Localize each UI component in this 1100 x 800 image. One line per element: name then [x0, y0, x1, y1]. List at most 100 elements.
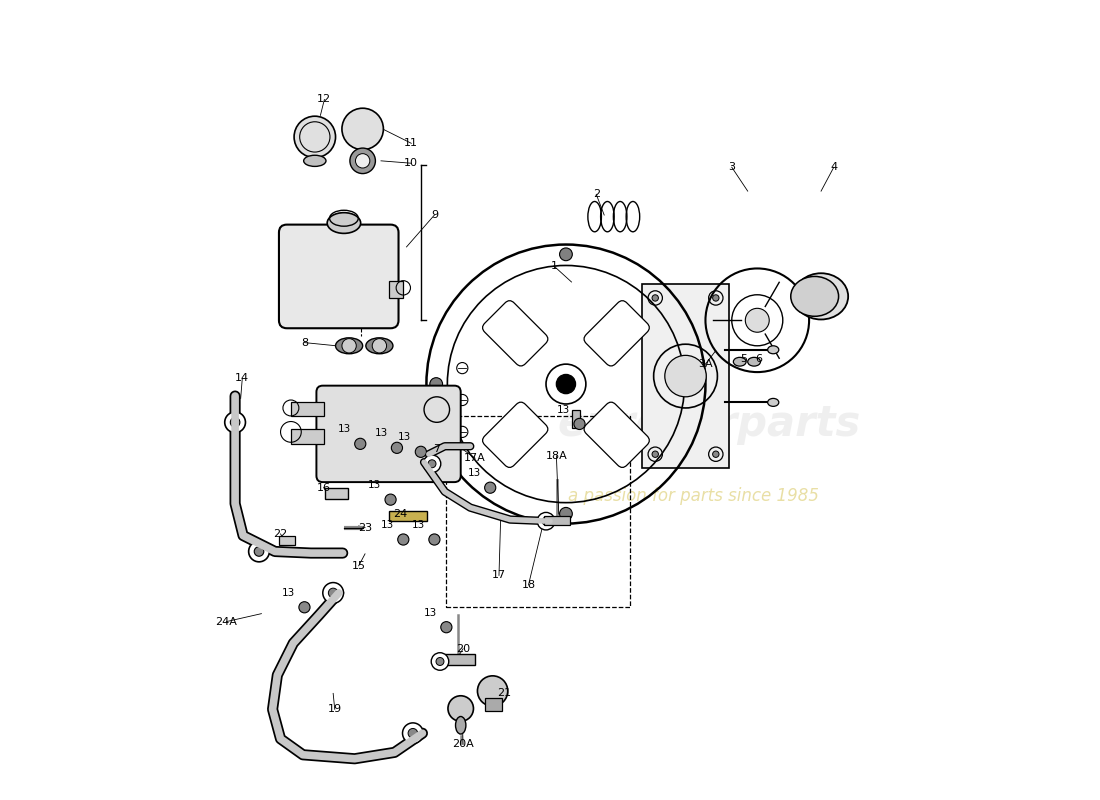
Circle shape: [652, 294, 659, 301]
Text: 17: 17: [492, 570, 506, 580]
Text: 16: 16: [317, 482, 331, 493]
Circle shape: [392, 442, 403, 454]
Ellipse shape: [748, 358, 760, 366]
Text: 8: 8: [301, 338, 308, 347]
Text: 24A: 24A: [216, 617, 238, 626]
Circle shape: [430, 378, 442, 390]
Circle shape: [385, 494, 396, 506]
Circle shape: [342, 338, 356, 353]
Circle shape: [322, 582, 343, 603]
Text: a passion for parts since 1985: a passion for parts since 1985: [568, 486, 820, 505]
Ellipse shape: [734, 358, 746, 366]
Circle shape: [372, 338, 386, 353]
Circle shape: [652, 451, 659, 458]
Bar: [279, 535, 295, 545]
FancyBboxPatch shape: [584, 301, 649, 366]
Circle shape: [542, 517, 550, 525]
Bar: [389, 511, 427, 521]
Text: 2: 2: [593, 190, 600, 199]
Ellipse shape: [768, 398, 779, 406]
Circle shape: [342, 108, 384, 150]
Text: 22: 22: [274, 529, 288, 539]
Ellipse shape: [768, 346, 779, 354]
Circle shape: [354, 438, 366, 450]
Circle shape: [329, 588, 338, 598]
Text: 13: 13: [411, 520, 425, 530]
Circle shape: [350, 148, 375, 174]
Ellipse shape: [455, 717, 466, 734]
Circle shape: [355, 154, 370, 168]
Circle shape: [448, 696, 473, 722]
Text: 18: 18: [521, 580, 536, 590]
Text: eurocarparts: eurocarparts: [558, 403, 861, 445]
Text: 23: 23: [358, 522, 372, 533]
Text: 14: 14: [235, 374, 250, 383]
Circle shape: [254, 546, 264, 556]
Text: 10: 10: [405, 158, 418, 168]
Circle shape: [429, 534, 440, 545]
Text: 3: 3: [728, 162, 735, 172]
Bar: [290, 430, 324, 444]
Circle shape: [477, 676, 508, 706]
Circle shape: [485, 482, 496, 494]
Bar: [485, 698, 503, 711]
Circle shape: [713, 294, 719, 301]
Circle shape: [431, 653, 449, 670]
Text: 18A: 18A: [546, 451, 568, 461]
Text: 6: 6: [756, 354, 762, 363]
Circle shape: [436, 658, 444, 666]
Circle shape: [664, 355, 706, 397]
Text: 19: 19: [328, 704, 342, 714]
Text: 20: 20: [456, 644, 470, 654]
Text: 20A: 20A: [452, 739, 474, 750]
Text: 13: 13: [374, 429, 387, 438]
FancyBboxPatch shape: [483, 402, 548, 467]
Text: 11: 11: [405, 138, 418, 148]
Text: 13: 13: [381, 520, 394, 530]
Text: 13: 13: [424, 608, 437, 618]
Text: 1: 1: [550, 261, 558, 271]
Circle shape: [574, 418, 585, 430]
Text: 13: 13: [557, 405, 570, 414]
Text: 12: 12: [317, 94, 331, 105]
Circle shape: [746, 308, 769, 332]
Bar: [389, 281, 404, 298]
Text: 17A: 17A: [464, 453, 486, 463]
Circle shape: [224, 412, 245, 433]
Text: 13: 13: [398, 433, 411, 442]
Ellipse shape: [336, 338, 363, 354]
Circle shape: [537, 513, 554, 530]
Circle shape: [560, 507, 572, 520]
FancyBboxPatch shape: [317, 386, 461, 482]
Text: 5: 5: [740, 354, 747, 363]
Bar: [544, 515, 570, 525]
Circle shape: [299, 602, 310, 613]
Circle shape: [690, 378, 702, 390]
Text: 13: 13: [368, 480, 382, 490]
Bar: [290, 402, 324, 416]
Circle shape: [557, 374, 575, 394]
Circle shape: [441, 622, 452, 633]
Ellipse shape: [366, 338, 393, 354]
Circle shape: [416, 446, 427, 458]
Ellipse shape: [791, 277, 838, 316]
Circle shape: [560, 248, 572, 261]
FancyBboxPatch shape: [279, 225, 398, 328]
Text: 13: 13: [282, 588, 295, 598]
Circle shape: [398, 534, 409, 545]
Text: 21: 21: [497, 688, 512, 698]
Circle shape: [424, 455, 441, 473]
Bar: [326, 488, 348, 499]
FancyBboxPatch shape: [641, 285, 729, 468]
FancyBboxPatch shape: [584, 402, 649, 467]
Text: 4: 4: [830, 162, 837, 172]
Circle shape: [249, 541, 270, 562]
Ellipse shape: [794, 274, 848, 319]
Bar: [572, 410, 581, 428]
Text: 13: 13: [338, 425, 351, 434]
Circle shape: [408, 729, 418, 738]
FancyBboxPatch shape: [483, 301, 548, 366]
Bar: [447, 416, 629, 607]
Circle shape: [713, 451, 719, 458]
Text: 7: 7: [433, 445, 440, 454]
